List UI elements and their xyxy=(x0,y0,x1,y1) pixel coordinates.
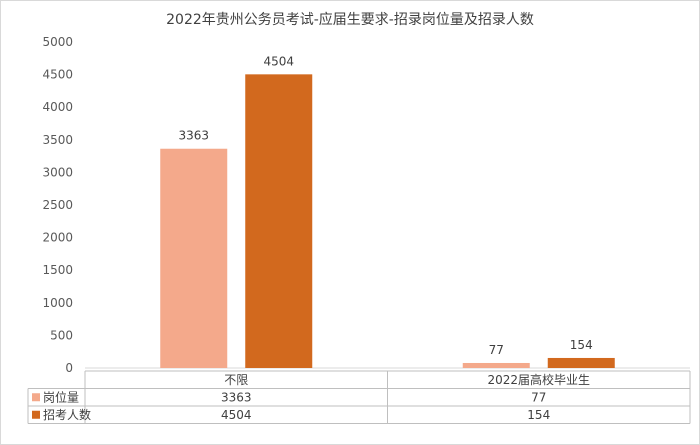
y-tick-label: 1000 xyxy=(42,296,73,310)
y-tick-label: 1500 xyxy=(42,263,73,277)
table-cell-value: 154 xyxy=(527,408,550,422)
legend-key xyxy=(32,410,40,419)
data-label: 154 xyxy=(570,338,593,352)
y-tick-label: 4500 xyxy=(42,68,73,82)
table-cell-value: 3363 xyxy=(221,390,252,404)
bar xyxy=(245,74,313,368)
y-tick-label: 500 xyxy=(50,328,73,342)
chart-title: 2022年贵州公务员考试-应届生要求-招录岗位量及招录人数 xyxy=(166,12,534,28)
legend-label: 招考人数 xyxy=(43,407,91,422)
y-tick-label: 2000 xyxy=(42,231,73,245)
data-label: 3363 xyxy=(178,129,209,143)
table-cell-value: 77 xyxy=(531,390,546,404)
bar xyxy=(160,148,228,368)
data-label: 77 xyxy=(489,343,504,357)
y-tick-label: 3000 xyxy=(42,165,73,179)
bar xyxy=(547,357,615,368)
category-label: 不限 xyxy=(224,373,248,387)
y-tick-label: 3500 xyxy=(42,133,73,147)
bar xyxy=(462,362,530,368)
data-label: 4504 xyxy=(263,54,294,68)
category-label: 2022届高校毕业生 xyxy=(487,372,590,387)
legend-key xyxy=(32,393,40,402)
legend-label: 岗位量 xyxy=(43,389,79,404)
table-cell-value: 4504 xyxy=(221,408,252,422)
y-tick-label: 5000 xyxy=(42,35,73,49)
y-tick-label: 2500 xyxy=(42,198,73,212)
y-tick-label: 4000 xyxy=(42,100,73,114)
y-tick-label: 0 xyxy=(65,361,73,375)
